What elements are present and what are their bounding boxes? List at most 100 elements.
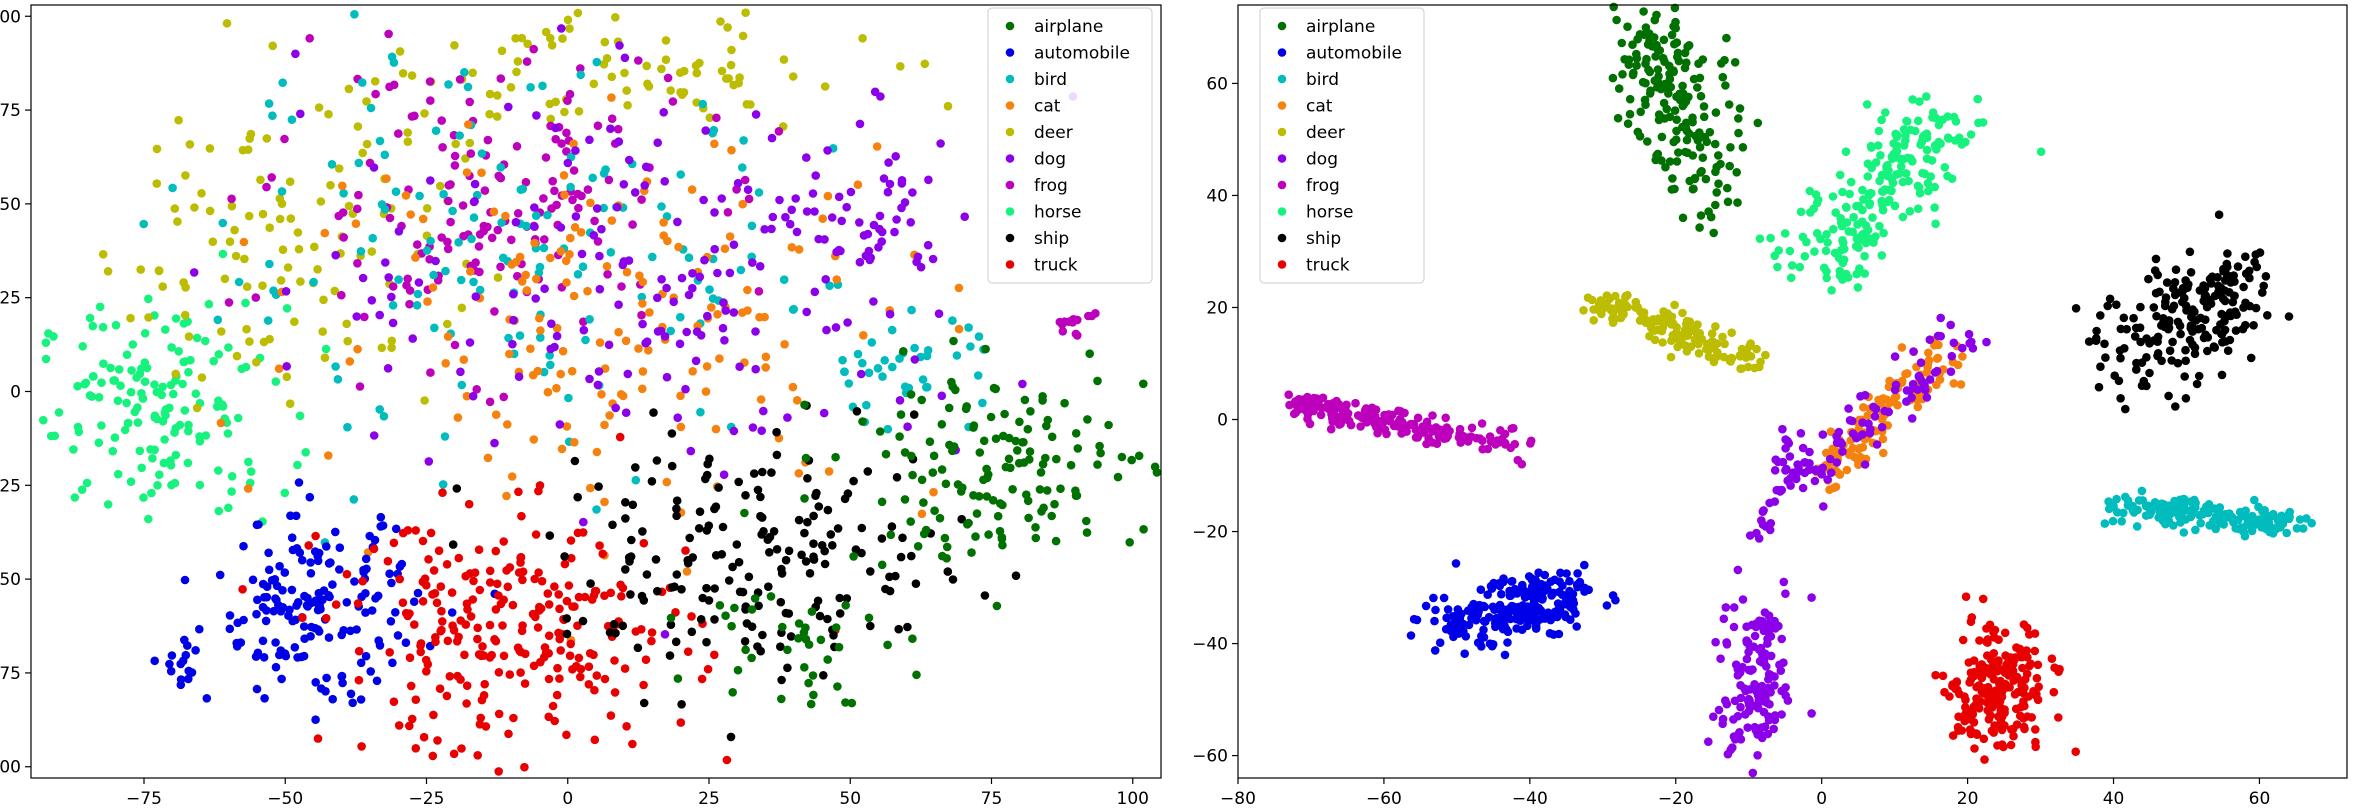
data-point-deer (666, 86, 675, 95)
data-point-ship (2175, 321, 2185, 331)
data-point-automobile (319, 586, 329, 595)
data-point-bird (439, 189, 448, 199)
data-point-dog (471, 292, 481, 301)
data-point-frog (337, 290, 346, 300)
data-point-bird (2274, 516, 2283, 526)
data-point-automobile (1501, 624, 1511, 634)
data-point-airplane (1682, 135, 1692, 145)
data-point-dog (814, 234, 823, 244)
data-point-bird (460, 68, 469, 77)
data-point-horse (126, 477, 136, 487)
data-point-horse (144, 514, 153, 524)
data-points (39, 8, 1162, 776)
data-point-frog (522, 57, 532, 66)
data-point-automobile (447, 608, 457, 617)
data-point-airplane (1674, 148, 1683, 157)
data-point-airplane (1670, 106, 1680, 115)
data-point-airplane (1125, 538, 1134, 547)
data-point-dog (594, 367, 604, 376)
y-tick-label: −60 (1192, 747, 1228, 767)
data-point-automobile (180, 635, 189, 645)
data-point-dog (934, 309, 944, 319)
data-point-truck (304, 541, 314, 550)
data-point-dog (1704, 737, 1713, 746)
data-point-ship (896, 552, 906, 562)
legend-marker-cat (1277, 101, 1287, 110)
data-point-dog (1738, 595, 1748, 604)
data-point-dog (1764, 669, 1774, 679)
data-point-frog (1428, 411, 1437, 420)
data-point-dog (571, 146, 580, 155)
data-point-horse (1961, 137, 1970, 147)
data-point-airplane (949, 336, 958, 346)
data-point-truck (1948, 731, 1958, 740)
legend-marker-truck (1005, 260, 1015, 269)
data-point-cat (338, 181, 347, 191)
data-point-automobile (372, 676, 382, 686)
data-point-frog (394, 129, 403, 138)
data-point-bird (268, 111, 277, 120)
data-point-airplane (1642, 54, 1651, 64)
data-point-truck (1961, 592, 1971, 601)
data-point-dog (1729, 622, 1739, 632)
data-point-cat (1935, 375, 1945, 384)
data-point-airplane (989, 383, 999, 393)
data-point-bird (415, 191, 424, 201)
data-point-airplane (984, 530, 993, 539)
data-point-dog (757, 426, 766, 436)
data-point-dog (1745, 531, 1755, 540)
data-point-automobile (1499, 577, 1508, 587)
data-point-airplane (1127, 455, 1136, 465)
data-point-airplane (1117, 452, 1127, 462)
data-point-deer (691, 61, 701, 70)
data-point-deer (468, 68, 478, 78)
data-point-frog (637, 310, 646, 320)
data-point-truck (313, 734, 323, 743)
data-point-ship (2202, 302, 2212, 312)
data-point-frog (663, 73, 673, 83)
data-point-ship (813, 596, 823, 606)
data-point-airplane (993, 511, 1003, 521)
data-point-dog (699, 195, 708, 205)
data-point-airplane (1667, 185, 1677, 194)
data-point-automobile (1429, 593, 1438, 603)
data-point-horse (160, 408, 170, 417)
data-point-dog (623, 369, 633, 379)
data-point-horse (1787, 261, 1797, 270)
data-point-bird (978, 398, 987, 408)
data-point-airplane (1042, 421, 1051, 431)
data-point-bird (779, 275, 789, 285)
data-point-bird (923, 346, 933, 355)
data-point-dog (1967, 337, 1976, 347)
data-point-deer (205, 206, 215, 216)
data-point-dog (1741, 710, 1750, 719)
data-point-bird (840, 367, 849, 377)
data-point-bird (657, 202, 666, 211)
data-point-truck (620, 664, 630, 673)
data-point-airplane (908, 634, 917, 643)
data-point-horse (1884, 185, 1894, 195)
data-point-dog (903, 422, 912, 432)
data-point-ship (2192, 379, 2202, 389)
data-point-truck (494, 668, 504, 677)
data-point-horse (246, 467, 256, 476)
data-point-frog (267, 173, 277, 182)
data-point-deer (184, 332, 194, 341)
data-point-automobile (225, 624, 235, 634)
data-point-airplane (1617, 38, 1627, 48)
data-point-airplane (1609, 2, 1618, 12)
data-point-ship (545, 531, 555, 540)
data-point-deer (126, 313, 135, 323)
data-point-ship (980, 591, 990, 600)
data-point-automobile (260, 694, 269, 703)
data-point-truck (353, 599, 363, 608)
data-point-deer (692, 68, 702, 78)
data-point-deer (451, 139, 461, 149)
data-point-automobile (252, 684, 262, 694)
data-point-bird (564, 393, 573, 403)
data-point-horse (1837, 221, 1847, 231)
data-point-horse (69, 445, 78, 454)
y-tick-label: −40 (1192, 635, 1228, 655)
data-point-automobile (350, 577, 359, 586)
data-point-ship (2136, 337, 2145, 347)
